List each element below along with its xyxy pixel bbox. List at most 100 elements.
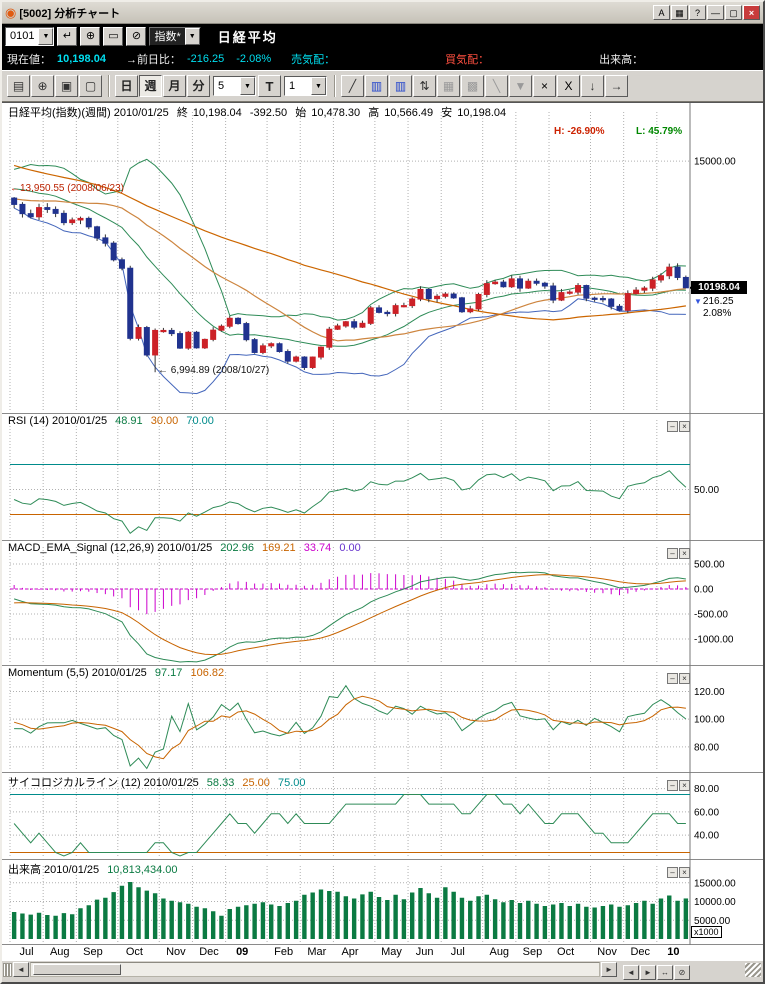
panel-minimize-button[interactable]: – xyxy=(667,780,678,791)
splitter-handle[interactable] xyxy=(3,963,12,977)
scale-arrows-button[interactable]: ⇅ xyxy=(413,75,436,97)
scrollbar-track[interactable] xyxy=(30,962,600,977)
scrollbar-thumb[interactable] xyxy=(33,964,121,975)
period-minute-button[interactable]: 分 xyxy=(187,75,210,97)
panel-minimize-button[interactable]: – xyxy=(667,867,678,878)
resize-grip[interactable] xyxy=(745,963,761,977)
svg-text:80.00: 80.00 xyxy=(694,784,719,795)
ask-label: 売気配： xyxy=(291,54,336,66)
change-pct-value: -2.08% xyxy=(236,53,272,65)
x-axis-label: Nov xyxy=(166,946,186,958)
low-value: 10,198.04 xyxy=(457,107,507,119)
momentum-panel[interactable]: 120.00 100.00 80.00 Momentum (5,5) 2010/01… xyxy=(2,666,763,773)
panel-close-button[interactable]: × xyxy=(679,548,690,559)
page-right-button[interactable]: ► xyxy=(640,965,656,980)
chevron-down-icon[interactable]: ▼ xyxy=(184,27,200,45)
zoom-button[interactable]: ⊕ xyxy=(31,75,54,97)
momentum-header: Momentum (5,5) 2010/01/25 97.17 106.82 xyxy=(8,667,229,679)
grid-settings-button[interactable]: ▩ xyxy=(461,75,484,97)
x-axis-label: Mar xyxy=(307,946,327,958)
scroll-left-button[interactable]: ◄ xyxy=(13,962,29,977)
delete-all-lines-button[interactable]: X xyxy=(557,75,580,97)
maximize-button[interactable]: ▢ xyxy=(725,5,742,20)
trendline-button[interactable]: ╲ xyxy=(485,75,508,97)
print-button[interactable]: ▤ xyxy=(7,75,30,97)
svg-text:15000.00: 15000.00 xyxy=(694,157,736,168)
x-axis-label: Nov xyxy=(597,946,617,958)
window-title: [5002] 分析チャート xyxy=(19,7,121,20)
search-button[interactable]: ⊕ xyxy=(80,26,101,46)
chevron-down-icon[interactable]: ▼ xyxy=(38,27,54,45)
bar-interval-select[interactable]: 1 ▼ xyxy=(284,76,327,96)
volume-label: 出来高： xyxy=(599,54,644,66)
minimize-button[interactable]: — xyxy=(707,5,724,20)
bid-label: 買気配： xyxy=(445,54,490,66)
grid-button[interactable]: ▦ xyxy=(437,75,460,97)
category-select[interactable]: 指数* ▼ xyxy=(149,26,201,46)
panel-close-button[interactable]: × xyxy=(679,780,690,791)
reset-zoom-button[interactable]: ⊘ xyxy=(674,965,690,980)
titlebar: ◉ [5002] 分析チャート A ▦ ? — ▢ × xyxy=(2,2,763,24)
high-annotation: ←13,950.55 (2008/06/23) xyxy=(10,183,124,194)
panel-controls: – × xyxy=(666,668,690,686)
x-axis-label: 09 xyxy=(236,946,249,958)
code-input[interactable]: 0101 ▼ xyxy=(5,26,55,46)
horizontal-scrollbar[interactable]: ◄ ► ◄ ► ↔ ⊘ xyxy=(2,960,763,980)
minute-interval-select[interactable]: 5 ▼ xyxy=(213,76,256,96)
enter-button[interactable]: ↵ xyxy=(57,26,78,46)
chevron-down-icon[interactable]: ▼ xyxy=(311,77,326,95)
page-left-button[interactable]: ◄ xyxy=(623,965,639,980)
chevron-down-icon[interactable]: ▼ xyxy=(240,77,255,95)
panel-close-button[interactable]: × xyxy=(679,867,690,878)
svg-text:60.00: 60.00 xyxy=(694,807,719,818)
indicator-line-button[interactable]: ╱ xyxy=(341,75,364,97)
price-chart-button[interactable]: ▥ xyxy=(365,75,388,97)
x-axis-label: Oct xyxy=(557,946,575,958)
period-day-button[interactable]: 日 xyxy=(115,75,138,97)
panel-minimize-button[interactable]: – xyxy=(667,673,678,684)
svg-text:15000.00: 15000.00 xyxy=(694,878,736,889)
svg-text:100.00: 100.00 xyxy=(694,715,725,726)
layout-button[interactable]: ▢ xyxy=(79,75,102,97)
x-axis: Jul Aug Sep Oct Nov Dec 09 Feb Mar Apr May Jun Jul Au… xyxy=(2,945,763,961)
tick-chart-button[interactable]: T xyxy=(258,75,281,97)
copy-button[interactable]: ▣ xyxy=(55,75,78,97)
trendline-type-dropdown[interactable]: ▼ xyxy=(509,75,532,97)
main-chart-panel[interactable]: 15000.00 日経平均(指数)(週間) 2010/01/25 終 10,198… xyxy=(2,103,763,414)
panel-close-button[interactable]: × xyxy=(679,421,690,432)
style-button[interactable]: ▦ xyxy=(671,5,688,20)
delete-line-button[interactable]: × xyxy=(533,75,556,97)
rsi-header: RSI (14) 2010/01/25 48.91 30.00 70.00 xyxy=(8,415,219,427)
clear-button[interactable]: ⊘ xyxy=(126,26,147,46)
svg-text:10000.00: 10000.00 xyxy=(694,897,736,908)
price-change-pct: 2.08% xyxy=(703,308,732,319)
change-value: -216.25 xyxy=(186,53,225,65)
close-button[interactable]: × xyxy=(743,5,760,20)
low-annotation: ← 6,994.89 (2008/10/27) xyxy=(158,365,270,376)
memo-button[interactable]: ▭ xyxy=(103,26,124,46)
period-month-button[interactable]: 月 xyxy=(163,75,186,97)
chart-settings-button[interactable]: → xyxy=(605,75,628,97)
volume-bars-button[interactable]: ▥ xyxy=(389,75,412,97)
volume-panel[interactable]: 15000.00 10000.00 5000.00 出来高 2010/01/25 1… xyxy=(2,860,763,945)
x-axis-label: Aug xyxy=(49,946,70,958)
help-button[interactable]: ? xyxy=(689,5,706,20)
panel-close-button[interactable]: × xyxy=(679,673,690,684)
macd-panel[interactable]: 500.00 0.00 -500.00 -1000.00 MACD_EMA_Signa… xyxy=(2,541,763,666)
panel-minimize-button[interactable]: – xyxy=(667,421,678,432)
font-size-button[interactable]: A xyxy=(653,5,670,20)
toolbar-separator xyxy=(108,75,110,97)
panel-minimize-button[interactable]: – xyxy=(667,548,678,559)
scroll-right-button[interactable]: ► xyxy=(601,962,617,977)
save-chart-button[interactable]: ↓ xyxy=(581,75,604,97)
high-label: 高 xyxy=(368,107,380,119)
period-week-button[interactable]: 週 xyxy=(139,75,162,97)
scroll-nav-group: ◄ ► ↔ ⊘ xyxy=(622,961,690,980)
rsi-panel[interactable]: 50.00 RSI (14) 2010/01/25 48.91 30.00 70… xyxy=(2,414,763,541)
close-value: 10,198.04 xyxy=(192,107,242,119)
low-label: 安 xyxy=(441,107,453,119)
svg-text:5000.00: 5000.00 xyxy=(694,916,731,927)
psychological-panel[interactable]: 80.00 60.00 40.00 サイコロジカルライン (12) 2010/01/… xyxy=(2,773,763,860)
weekly-change-value: -392.50 xyxy=(249,107,288,119)
fit-width-button[interactable]: ↔ xyxy=(657,965,673,980)
